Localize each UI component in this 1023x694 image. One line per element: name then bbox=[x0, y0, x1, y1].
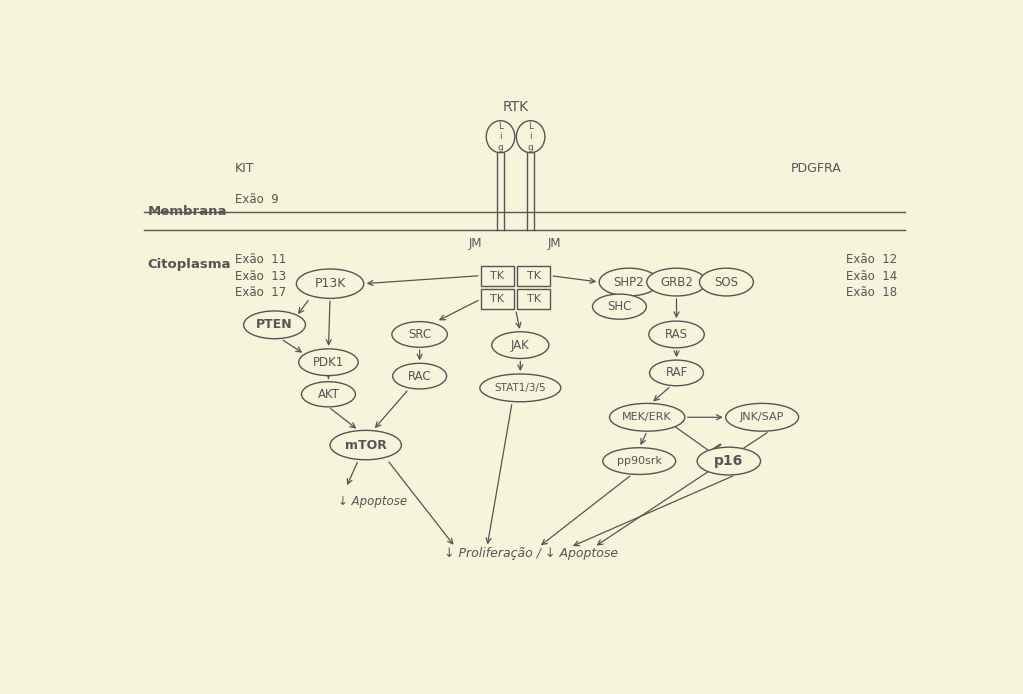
Text: KIT: KIT bbox=[235, 162, 255, 176]
Text: RAF: RAF bbox=[665, 366, 687, 380]
Text: Exão  13: Exão 13 bbox=[235, 270, 286, 283]
Ellipse shape bbox=[480, 374, 561, 402]
Ellipse shape bbox=[486, 121, 515, 153]
FancyBboxPatch shape bbox=[481, 266, 550, 310]
Text: MEK/ERK: MEK/ERK bbox=[622, 412, 672, 422]
Text: PDGFRA: PDGFRA bbox=[791, 162, 841, 176]
FancyBboxPatch shape bbox=[481, 289, 514, 310]
FancyBboxPatch shape bbox=[518, 266, 550, 286]
Text: ↓ Proliferação / ↓ Apoptose: ↓ Proliferação / ↓ Apoptose bbox=[444, 547, 618, 560]
Text: p16: p16 bbox=[714, 454, 744, 468]
Text: TK: TK bbox=[527, 271, 541, 280]
Text: PDK1: PDK1 bbox=[313, 356, 344, 369]
Text: RAS: RAS bbox=[665, 328, 688, 341]
Text: L
i
g: L i g bbox=[497, 122, 503, 151]
Ellipse shape bbox=[647, 268, 706, 296]
Ellipse shape bbox=[492, 332, 549, 359]
Text: Exão  9: Exão 9 bbox=[235, 193, 278, 206]
Text: GRB2: GRB2 bbox=[660, 276, 693, 289]
Ellipse shape bbox=[392, 321, 447, 347]
Ellipse shape bbox=[243, 311, 306, 339]
Text: Exão  14: Exão 14 bbox=[846, 270, 897, 283]
FancyBboxPatch shape bbox=[518, 289, 550, 310]
Text: JAK: JAK bbox=[510, 339, 530, 352]
Text: JM: JM bbox=[469, 237, 482, 250]
Text: STAT1/3/5: STAT1/3/5 bbox=[494, 383, 546, 393]
Text: L
i
g: L i g bbox=[528, 122, 534, 151]
Ellipse shape bbox=[393, 363, 447, 389]
Text: TK: TK bbox=[490, 271, 504, 280]
Ellipse shape bbox=[603, 448, 676, 475]
Text: TK: TK bbox=[490, 294, 504, 304]
Ellipse shape bbox=[599, 268, 659, 296]
Ellipse shape bbox=[650, 360, 704, 386]
Text: JNK/SAP: JNK/SAP bbox=[740, 412, 785, 422]
Text: Citoplasma: Citoplasma bbox=[147, 258, 231, 271]
Ellipse shape bbox=[330, 430, 401, 459]
Ellipse shape bbox=[592, 294, 647, 319]
Text: JM: JM bbox=[547, 237, 562, 250]
Text: SRC: SRC bbox=[408, 328, 432, 341]
Text: SHP2: SHP2 bbox=[614, 276, 644, 289]
Text: ↓ Apoptose: ↓ Apoptose bbox=[338, 495, 407, 508]
Ellipse shape bbox=[610, 403, 684, 431]
Text: TK: TK bbox=[527, 294, 541, 304]
Text: Exão  18: Exão 18 bbox=[846, 286, 897, 299]
Ellipse shape bbox=[725, 403, 799, 431]
Text: Exão  17: Exão 17 bbox=[235, 286, 286, 299]
Text: Exão  11: Exão 11 bbox=[235, 253, 286, 266]
Text: mTOR: mTOR bbox=[345, 439, 387, 452]
Ellipse shape bbox=[302, 382, 355, 407]
Text: P13K: P13K bbox=[314, 277, 346, 290]
Text: RTK: RTK bbox=[502, 101, 529, 115]
Ellipse shape bbox=[299, 349, 358, 375]
Text: SOS: SOS bbox=[714, 276, 739, 289]
Text: pp90srk: pp90srk bbox=[617, 456, 662, 466]
Ellipse shape bbox=[517, 121, 545, 153]
Ellipse shape bbox=[697, 447, 760, 475]
Text: Membrana: Membrana bbox=[147, 205, 227, 218]
Text: AKT: AKT bbox=[317, 388, 340, 401]
Text: Exão  12: Exão 12 bbox=[846, 253, 897, 266]
Text: RAC: RAC bbox=[408, 370, 432, 382]
FancyBboxPatch shape bbox=[481, 266, 514, 286]
Ellipse shape bbox=[649, 321, 704, 348]
Text: PTEN: PTEN bbox=[256, 319, 293, 331]
Ellipse shape bbox=[700, 268, 753, 296]
Ellipse shape bbox=[297, 269, 364, 298]
Text: SHC: SHC bbox=[608, 300, 631, 313]
